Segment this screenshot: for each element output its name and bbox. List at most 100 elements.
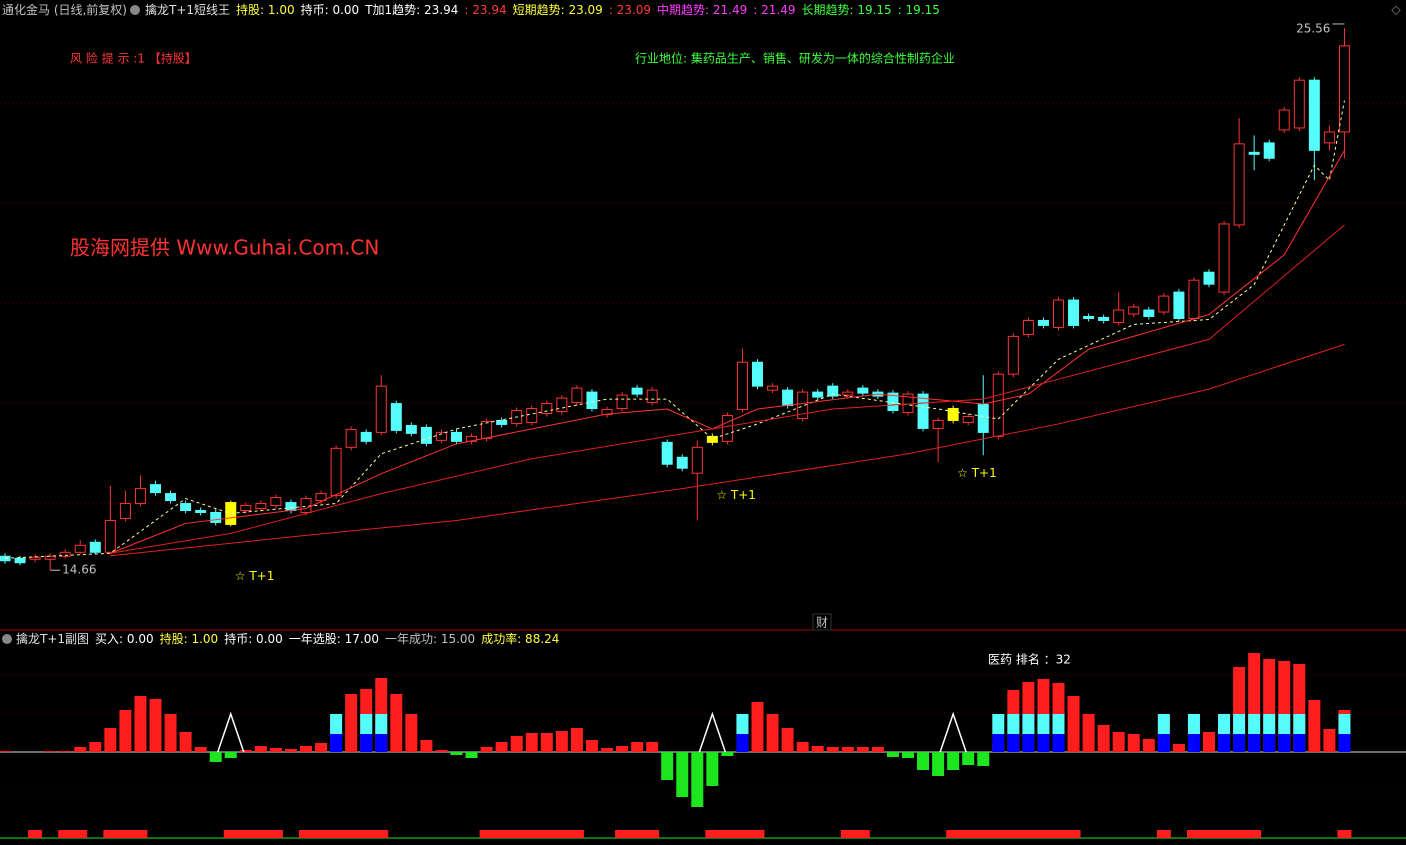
candle-body (616, 394, 628, 410)
bar (1142, 739, 1155, 752)
signal-layer (1338, 714, 1351, 734)
candle-body (962, 415, 974, 423)
bar (886, 752, 899, 757)
candle-body (782, 389, 794, 407)
bar (902, 752, 914, 758)
bar (284, 749, 297, 752)
candle-body (556, 397, 568, 413)
candle-body (932, 419, 944, 429)
candle-body (1173, 291, 1185, 319)
candle-body (1218, 223, 1230, 293)
candle-body (390, 403, 402, 431)
candle-body (1233, 143, 1245, 226)
bar (179, 732, 192, 752)
candle-body (1263, 142, 1275, 159)
signal-label: ☆ T+1 (716, 488, 756, 502)
candle-body (345, 428, 357, 448)
signal-triangle (939, 711, 967, 753)
candle-body (360, 431, 372, 442)
signal-layer (375, 714, 388, 734)
header-item: 持币: 0.00 (224, 631, 283, 646)
bar (555, 731, 568, 752)
bar (254, 746, 267, 752)
bar (1323, 729, 1336, 752)
bar (1172, 744, 1185, 752)
candle-body (827, 385, 839, 397)
candle-body (541, 403, 553, 414)
candle-body (1248, 151, 1260, 155)
signal-layer (736, 714, 749, 734)
bar (766, 714, 779, 752)
candle-body (526, 408, 538, 423)
bar (300, 746, 312, 752)
icon (2, 634, 12, 644)
signal-layer (1187, 714, 1200, 734)
bar (149, 699, 162, 752)
divider-label: 财 (816, 616, 828, 630)
bar (796, 742, 809, 752)
bar (345, 694, 358, 752)
signal-layer (1263, 714, 1276, 734)
candle-body (285, 502, 297, 512)
candle-body (300, 498, 312, 513)
candle-body (59, 551, 71, 557)
candle-body (405, 424, 417, 434)
bar (841, 747, 854, 752)
candle-body (89, 541, 101, 553)
candle-body (330, 447, 342, 497)
bar (947, 752, 960, 770)
bar (480, 747, 493, 752)
rank: 医药 排名 ：32 (988, 652, 1071, 667)
max-label: 25.56 (1296, 21, 1330, 35)
candle-body (842, 391, 854, 396)
strip-segment (1156, 830, 1171, 838)
signal-label: ☆ T+1 (235, 569, 275, 583)
icon (130, 5, 140, 15)
candle-body (706, 435, 718, 443)
candle-body (1083, 315, 1095, 319)
signal-layer (360, 734, 373, 752)
bar (676, 752, 689, 797)
strip-segment (479, 830, 584, 838)
candle-body (1128, 306, 1140, 315)
signal-layer (1278, 714, 1291, 734)
signal-layer (330, 714, 343, 734)
bar (616, 746, 629, 752)
candle-body (315, 493, 327, 502)
candle-body (1323, 131, 1335, 144)
header-item: : 23.94 (464, 3, 506, 17)
signal-layer (1218, 734, 1231, 752)
candle-body (1037, 319, 1049, 326)
header-item: 持币: 0.00 (301, 2, 360, 17)
candle-body (240, 505, 252, 512)
bar (465, 752, 478, 758)
candle-body (676, 456, 688, 469)
bar (239, 750, 252, 752)
header-item: 擒龙T+1短线王 (145, 2, 230, 17)
signal-layer (1022, 714, 1035, 734)
candle-body (1158, 295, 1170, 313)
signal-triangle (698, 711, 727, 753)
bar (224, 752, 237, 758)
candle-body (736, 361, 748, 411)
bar (570, 728, 583, 752)
bar (209, 752, 222, 762)
header: 通化金马 (日线,前复权) 擒龙T+1短线王 持股: 1.00 持币: 0.00 T加1… (2, 2, 940, 17)
bar (1203, 732, 1215, 752)
candle-body (752, 361, 763, 387)
header-item: 买入: 0.00 (95, 632, 154, 646)
signal-label: ☆ T+1 (957, 466, 997, 480)
candle-body (1098, 316, 1110, 321)
bar (661, 752, 674, 780)
bar (1097, 725, 1110, 752)
signal-layer (1248, 714, 1261, 734)
strip-segment (103, 830, 148, 838)
candle-body (165, 493, 177, 502)
candle-body (375, 385, 387, 433)
candle-body (1068, 299, 1080, 326)
candle-body (1188, 279, 1200, 319)
header-item: 短期趋势: 23.09 (513, 3, 603, 17)
header-item: T加1趋势: 23.94 (364, 3, 458, 17)
bar (1127, 734, 1140, 752)
strip-segment (223, 830, 283, 838)
